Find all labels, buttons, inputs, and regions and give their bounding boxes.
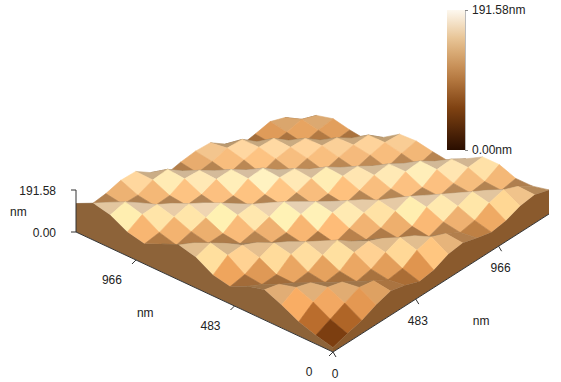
y-tick-label: 966 [491, 261, 511, 275]
surface-facet [294, 272, 326, 283]
surface-facet [145, 232, 177, 245]
x-tick-label: 966 [102, 273, 122, 287]
y-tick [416, 299, 419, 304]
z-tick-label: 191.58 [19, 184, 56, 198]
surface-facet [325, 271, 356, 282]
color-bar [447, 10, 465, 150]
y-tick [499, 246, 502, 251]
front-wall [76, 203, 333, 352]
color-bar-tick: 0.00nm [465, 143, 512, 157]
y-axis-line [333, 214, 549, 352]
side-wall [333, 190, 549, 352]
axes: 0 483 966 nm 0 483 966 nm 0.00 191.58 nm [10, 184, 549, 381]
surface-facet [230, 274, 262, 286]
color-bar-tick-label: 191.58nm [472, 3, 525, 17]
y-tick-label: 483 [408, 314, 428, 328]
x-tick [329, 352, 333, 356]
surface-facet [357, 269, 388, 281]
color-bar-axis: 0.00nm 191.58nm [465, 3, 525, 157]
surface-facet [262, 275, 294, 285]
color-bar-tick-mark [465, 10, 468, 11]
color-bar-axis-line [466, 11, 469, 151]
y-tick [333, 352, 336, 357]
surface-facet [240, 231, 272, 243]
color-bar-tick: 191.58nm [465, 3, 525, 17]
x-axis-title: nm [137, 306, 154, 320]
x-tick [230, 306, 234, 310]
color-bar-tick-label: 0.00nm [472, 143, 512, 157]
x-tick-label: 0 [306, 365, 313, 379]
z-tick [71, 232, 76, 233]
surface-facet [208, 234, 240, 244]
color-bar-tick-mark [465, 150, 468, 151]
y-tick-label: 0 [332, 367, 339, 381]
x-tick [132, 260, 136, 264]
surface [76, 115, 549, 352]
z-tick-label: 0.00 [33, 226, 57, 240]
z-axis-title: nm [10, 205, 27, 219]
z-axis-line [76, 190, 77, 232]
y-axis-title: nm [473, 314, 490, 328]
chart: 0483966nm0483966nm0.00191.58nm0.00nm191.… [0, 0, 561, 382]
z-tick [71, 190, 76, 191]
x-axis-line [76, 232, 333, 352]
x-tick-label: 483 [200, 319, 220, 333]
